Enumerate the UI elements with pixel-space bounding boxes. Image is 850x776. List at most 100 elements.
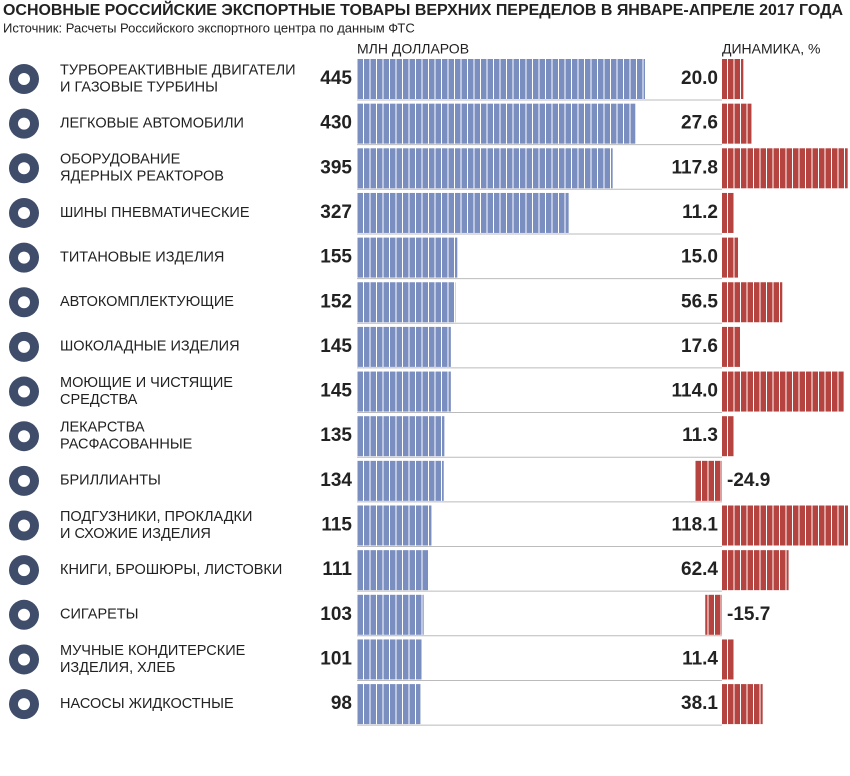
dynamics-bar (722, 148, 848, 189)
chart-subtitle: Источник: Расчеты Российского экспортног… (3, 20, 415, 35)
dynamics-label: 117.8 (672, 157, 719, 178)
category-label: ТИТАНОВЫЕ ИЗДЕЛИЯ (60, 249, 224, 265)
row-icon (18, 296, 30, 309)
dynamics-bar (722, 639, 735, 680)
category-label: НАСОСЫ ЖИДКОСТНЫЕ (60, 696, 234, 712)
row-icon (18, 519, 30, 532)
dynamics-label: -15.7 (727, 604, 770, 625)
row-icon (18, 340, 30, 353)
dynamics-bar (722, 282, 783, 323)
dynamics-bar (722, 416, 735, 457)
row-icon (18, 698, 30, 711)
value-label: 101 (320, 648, 352, 669)
dynamics-label: 27.6 (681, 113, 718, 134)
row-icon (18, 474, 30, 487)
dynamics-label: 118.1 (672, 515, 719, 536)
dynamics-label: 20.0 (681, 68, 718, 89)
bar (357, 59, 645, 99)
category-label: БРИЛЛИАНТЫ (60, 473, 161, 489)
row-icon (18, 117, 30, 130)
category-label: ШИНЫ ПНЕВМАТИЧЕСКИЕ (60, 205, 250, 221)
row-icon (18, 162, 30, 175)
bar (357, 326, 451, 367)
dynamics-bar (722, 326, 741, 367)
dynamics-label: 56.5 (681, 291, 718, 312)
dynamics-bar (722, 237, 739, 278)
dynamics-label: 17.6 (681, 336, 718, 357)
category-label: ШОКОЛАДНЫЕ ИЗДЕЛИЯ (60, 339, 240, 355)
dynamics-label: -24.9 (727, 470, 770, 491)
value-label: 155 (320, 247, 352, 268)
bar (357, 282, 456, 323)
dynamics-bar (722, 371, 844, 412)
bar (357, 148, 613, 189)
category-label: МУЧНЫЕ КОНДИТЕРСКИЕ (60, 643, 246, 659)
dynamics-label: 11.2 (682, 202, 718, 223)
value-label: 115 (321, 515, 352, 536)
bar (357, 460, 444, 501)
dynamics-bar (722, 103, 752, 144)
category-label: ИЗДЕЛИЯ, ХЛЕБ (60, 660, 176, 676)
value-label: 111 (322, 559, 352, 580)
value-label: 152 (320, 291, 352, 312)
row-icon (18, 608, 30, 621)
bar (357, 639, 423, 680)
dynamics-bar (722, 59, 744, 99)
bar (357, 371, 451, 412)
bar (357, 103, 636, 144)
bar (357, 594, 424, 635)
category-label: МОЮЩИЕ И ЧИСТЯЩИЕ (60, 375, 233, 391)
value-label: 430 (320, 113, 352, 134)
value-label: 445 (320, 68, 352, 89)
legend-label: МЛН ДОЛЛАРОВ (357, 41, 469, 57)
bar (357, 237, 458, 278)
dynamics-label: 114.0 (672, 381, 719, 402)
dynamics-label: 15.0 (681, 247, 718, 268)
row-icon (18, 251, 30, 264)
row-icon (18, 206, 30, 219)
category-label: ТУРБОРЕАКТИВНЫЕ ДВИГАТЕЛИ (60, 62, 296, 78)
value-label: 103 (320, 604, 352, 625)
dynamics-bar (722, 505, 848, 546)
value-label: 145 (320, 381, 352, 402)
category-label: ЛЕГКОВЫЕ АВТОМОБИЛИ (60, 115, 244, 131)
dynamics-bar (722, 550, 789, 591)
dynamics-label: 11.3 (682, 425, 718, 446)
category-label: РАСФАСОВАННЫЕ (60, 437, 193, 453)
bar (357, 505, 432, 546)
value-label: 134 (320, 470, 352, 491)
dynamics-bar (722, 192, 734, 233)
category-label: СИГАРЕТЫ (60, 607, 138, 623)
value-label: 327 (320, 202, 352, 223)
dynamics-label: 38.1 (681, 693, 718, 714)
category-label: И ГАЗОВЫЕ ТУРБИНЫ (60, 79, 218, 95)
category-label: СРЕДСТВА (60, 392, 138, 408)
dynamics-bar (722, 684, 763, 725)
bar (357, 684, 421, 725)
chart-title: ОСНОВНЫЕ РОССИЙСКИЕ ЭКСПОРТНЫЕ ТОВАРЫ ВЕ… (3, 0, 843, 19)
value-label: 98 (331, 693, 352, 714)
value-label: 395 (320, 157, 352, 178)
row-icon (18, 653, 30, 666)
category-label: КНИГИ, БРОШЮРЫ, ЛИСТОВКИ (60, 562, 282, 578)
dynamics-label: 11.4 (682, 648, 718, 669)
category-label: ПОДГУЗНИКИ, ПРОКЛАДКИ (60, 509, 252, 525)
dynamics-bar (695, 460, 722, 501)
legend-label: ДИНАМИКА, % (722, 41, 820, 57)
row-icon (18, 73, 30, 85)
bar (357, 550, 429, 591)
category-label: ЛЕКАРСТВА (60, 420, 145, 436)
row-icon (18, 385, 30, 398)
row-icon (18, 564, 30, 577)
category-label: ОБОРУДОВАНИЕ (60, 152, 181, 168)
dynamics-label: 62.4 (681, 559, 718, 580)
dynamics-bar (705, 594, 722, 635)
bar (357, 192, 569, 233)
value-label: 135 (320, 425, 352, 446)
bar (357, 416, 445, 457)
category-label: И СХОЖИЕ ИЗДЕЛИЯ (60, 526, 211, 542)
row-icon (18, 430, 30, 443)
category-label: ЯДЕРНЫХ РЕАКТОРОВ (60, 169, 224, 185)
value-label: 145 (320, 336, 352, 357)
